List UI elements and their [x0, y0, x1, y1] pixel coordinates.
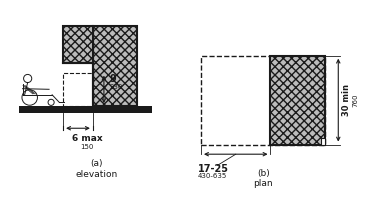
Bar [320, 138, 325, 145]
Bar [93, 26, 137, 106]
Text: 17-25: 17-25 [198, 164, 229, 174]
Text: (a)
elevation: (a) elevation [75, 159, 118, 179]
Text: 760: 760 [353, 93, 359, 107]
Bar [19, 106, 152, 113]
Text: 150: 150 [81, 144, 94, 150]
Text: 9: 9 [110, 74, 116, 84]
Bar [271, 56, 325, 145]
Text: 6 max: 6 max [72, 134, 103, 143]
Bar [63, 26, 93, 63]
Text: (b)
plan: (b) plan [253, 169, 273, 188]
Text: 30 min: 30 min [342, 84, 350, 116]
Bar [201, 56, 325, 145]
Text: 230: 230 [110, 84, 123, 90]
Text: 430-635: 430-635 [198, 173, 227, 179]
Bar [63, 73, 93, 106]
